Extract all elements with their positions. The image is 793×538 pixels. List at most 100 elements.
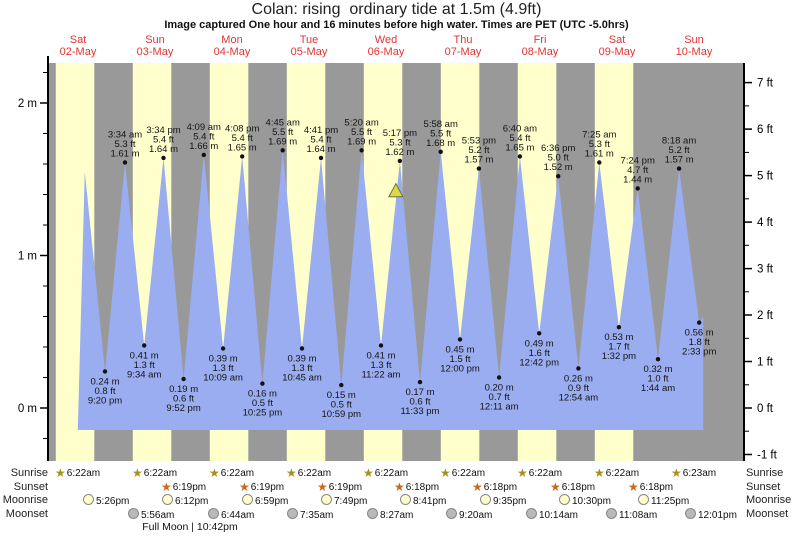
tide-low-label: 0.41 m 1.3 ft 11:22 am xyxy=(362,351,401,381)
moonset-entry: 10:14am xyxy=(526,508,578,522)
tide-point-dot xyxy=(397,158,403,164)
sunset-time: 6:18pm xyxy=(405,482,440,493)
day-label: Sun 03-May xyxy=(120,34,190,58)
tide-high-label: 5:20 am 5.5 ft 1.69 m xyxy=(344,117,378,147)
moonset-entry: 12:01pm xyxy=(685,508,737,522)
tide-point-dot xyxy=(260,381,265,386)
day-name: Fri xyxy=(533,34,547,46)
moonset-circle-icon xyxy=(208,508,219,519)
moonrise-row-label: Moonrise xyxy=(746,494,792,506)
sunrise-time: 6:23am xyxy=(682,468,717,479)
moonset-time: 5:56am xyxy=(141,510,175,521)
sunrise-time: 6:22am xyxy=(605,468,640,479)
tide-point-dot xyxy=(161,155,166,161)
moonset-circle-icon xyxy=(685,508,696,519)
tide-low-label: 0.49 m 1.6 ft 12:42 pm xyxy=(519,338,559,368)
moonset-circle-icon xyxy=(287,508,298,519)
moonset-row-label: Moonset xyxy=(5,508,48,520)
tide-point-dot xyxy=(517,154,523,159)
moonrise-entry: 6:12pm xyxy=(162,494,208,508)
day-name: Mon xyxy=(221,34,243,46)
day-label: Sat 09-May xyxy=(582,34,652,58)
right-axis-tick-label: -1 ft xyxy=(757,450,778,462)
moonset-circle-icon xyxy=(526,508,537,519)
tide-low-label: 0.39 m 1.3 ft 10:09 am xyxy=(203,354,243,384)
right-axis-tick-label: 2 ft xyxy=(757,310,774,322)
tide-point-dot xyxy=(635,186,640,191)
day-label: Sun 10-May xyxy=(659,34,729,58)
moonrise-entry: 10:30pm xyxy=(559,494,611,508)
moonset-circle-icon xyxy=(446,508,457,519)
sunrise-time: 6:22am xyxy=(297,468,332,479)
right-axis-tick-label: 7 ft xyxy=(757,78,774,90)
moonrise-entry: 5:26pm xyxy=(83,494,129,508)
moonrise-circle-icon xyxy=(83,494,94,505)
moonset-entry: 11:08am xyxy=(606,508,657,522)
right-axis-tick-label: 1 ft xyxy=(757,357,774,369)
day-date: 02-May xyxy=(59,46,97,58)
moonrise-time: 6:59pm xyxy=(255,496,289,507)
sunrise-row-label: Sunrise xyxy=(746,467,784,479)
tide-high-label: 5:53 pm 5.2 ft 1.57 m xyxy=(462,136,496,166)
sunrise-star-icon: ★ xyxy=(132,466,143,480)
day-label: Thu 07-May xyxy=(428,34,498,58)
tide-point-dot xyxy=(181,376,186,382)
tide-point-dot xyxy=(378,343,384,348)
sunset-entry: ★6:18pm xyxy=(628,481,673,494)
sunrise-time: 6:22am xyxy=(451,468,486,479)
right-axis-tick-label: 6 ft xyxy=(757,124,774,136)
sunrise-row-label: Sunrise xyxy=(10,467,48,479)
tide-low-label: 0.32 m 1.0 ft 1:44 am xyxy=(641,364,675,394)
tide-point-dot xyxy=(417,379,423,385)
day-date: 06-May xyxy=(367,46,405,58)
left-axis-tick-label: 1 m xyxy=(18,251,37,263)
moonset-row-label: Moonset xyxy=(746,508,789,520)
tide-high-label: 7:24 pm 4.7 ft 1.44 m xyxy=(621,155,655,185)
tide-point-dot xyxy=(616,325,622,330)
sunrise-entry: ★6:23am xyxy=(671,467,716,480)
moonset-time: 10:14am xyxy=(539,510,578,521)
sunset-entry: ★6:19pm xyxy=(317,481,362,494)
tide-high-label: 5:58 am 5.5 ft 1.68 m xyxy=(424,119,458,149)
sunrise-entry: ★6:22am xyxy=(594,467,639,480)
sunrise-star-icon: ★ xyxy=(286,466,297,480)
moonset-circle-icon xyxy=(128,508,139,519)
tide-point-dot xyxy=(122,160,128,165)
tide-high-label: 5:17 pm 5.3 ft 1.62 m xyxy=(383,128,417,158)
moonrise-circle-icon xyxy=(638,494,649,505)
tide-point-dot xyxy=(655,357,661,362)
moonrise-time: 8:41pm xyxy=(413,496,447,507)
sunrise-star-icon: ★ xyxy=(594,466,605,480)
sunset-time: 6:18pm xyxy=(561,482,596,493)
moonrise-circle-icon xyxy=(162,494,173,505)
tide-point-dot xyxy=(457,337,463,342)
tide-low-label: 0.53 m 1.7 ft 1:32 pm xyxy=(602,332,636,362)
sunrise-entry: ★6:22am xyxy=(209,467,254,480)
day-name: Sat xyxy=(608,34,626,46)
sunset-entry: ★6:18pm xyxy=(472,481,517,494)
tide-low-label: 0.16 m 0.5 ft 10:25 pm xyxy=(243,389,283,419)
day-name: Tue xyxy=(299,34,319,46)
day-label: Wed 06-May xyxy=(351,34,421,58)
sunrise-entry: ★6:22am xyxy=(363,467,408,480)
tide-point-dot xyxy=(359,148,364,153)
current-time-marker xyxy=(388,182,404,198)
day-date: 05-May xyxy=(290,46,328,58)
tide-low-label: 0.39 m 1.3 ft 10:45 am xyxy=(282,354,322,384)
sunset-time: 6:19pm xyxy=(328,482,363,493)
moonrise-circle-icon xyxy=(559,494,570,505)
moonset-entry: 7:35am xyxy=(287,508,333,522)
left-axis-tick-label: 0 m xyxy=(18,403,37,415)
day-name: Sat xyxy=(69,34,87,46)
tide-point-dot xyxy=(220,346,226,351)
tide-point-dot xyxy=(496,375,502,380)
sunset-entry: ★6:18pm xyxy=(550,481,595,494)
sunset-star-icon: ★ xyxy=(472,480,483,494)
right-axis-tick-label: 5 ft xyxy=(757,171,774,183)
moonrise-entry: 6:59pm xyxy=(242,494,288,508)
sunset-time: 6:19pm xyxy=(250,482,285,493)
sunrise-time: 6:22am xyxy=(374,468,409,479)
moonset-time: 9:20am xyxy=(459,510,493,521)
tide-point-dot xyxy=(556,174,561,179)
